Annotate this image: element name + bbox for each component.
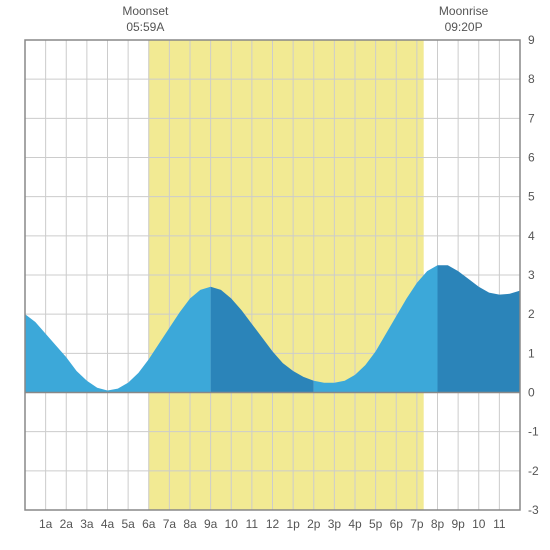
y-tick-label: 5 bbox=[528, 190, 535, 204]
y-tick-label: 8 bbox=[528, 72, 535, 86]
moonrise-time: 09:20P bbox=[439, 20, 488, 36]
x-tick-label: 10 bbox=[225, 517, 239, 531]
x-tick-label: 1p bbox=[286, 517, 300, 531]
y-tick-label: 9 bbox=[528, 33, 535, 47]
x-tick-label: 9a bbox=[204, 517, 218, 531]
chart-svg: -3-2-101234567891a2a3a4a5a6a7a8a9a101112… bbox=[0, 0, 550, 550]
x-tick-label: 4p bbox=[348, 517, 362, 531]
y-tick-label: -1 bbox=[528, 425, 539, 439]
y-tick-label: -2 bbox=[528, 464, 539, 478]
x-tick-label: 5a bbox=[121, 517, 135, 531]
y-tick-label: 2 bbox=[528, 307, 535, 321]
x-tick-label: 8p bbox=[431, 517, 445, 531]
x-tick-label: 11 bbox=[246, 517, 259, 531]
moonset-time: 05:59A bbox=[122, 20, 168, 36]
moonset-title: Moonset bbox=[122, 4, 168, 20]
x-tick-label: 3p bbox=[328, 517, 342, 531]
x-tick-label: 5p bbox=[369, 517, 383, 531]
x-tick-label: 6a bbox=[142, 517, 156, 531]
y-tick-label: 0 bbox=[528, 386, 535, 400]
x-tick-label: 12 bbox=[266, 517, 280, 531]
x-tick-label: 7p bbox=[410, 517, 424, 531]
x-tick-label: 11 bbox=[493, 517, 506, 531]
y-tick-label: 7 bbox=[528, 111, 535, 125]
moonrise-title: Moonrise bbox=[439, 4, 488, 20]
x-tick-label: 3a bbox=[80, 517, 94, 531]
x-tick-label: 4a bbox=[101, 517, 115, 531]
x-tick-label: 6p bbox=[390, 517, 404, 531]
x-tick-label: 1a bbox=[39, 517, 53, 531]
y-tick-label: 1 bbox=[528, 346, 535, 360]
x-tick-label: 8a bbox=[183, 517, 197, 531]
y-tick-label: 4 bbox=[528, 229, 535, 243]
x-tick-label: 7a bbox=[163, 517, 177, 531]
y-tick-label: 3 bbox=[528, 268, 535, 282]
tide-chart: Moonset05:59AMoonrise09:20P-3-2-10123456… bbox=[0, 0, 550, 550]
moonset-label: Moonset05:59A bbox=[122, 4, 168, 35]
y-tick-label: 6 bbox=[528, 151, 535, 165]
x-tick-label: 2a bbox=[60, 517, 74, 531]
moonrise-label: Moonrise09:20P bbox=[439, 4, 488, 35]
x-tick-label: 9p bbox=[451, 517, 465, 531]
x-tick-label: 2p bbox=[307, 517, 321, 531]
x-tick-label: 10 bbox=[472, 517, 486, 531]
y-tick-label: -3 bbox=[528, 503, 539, 517]
